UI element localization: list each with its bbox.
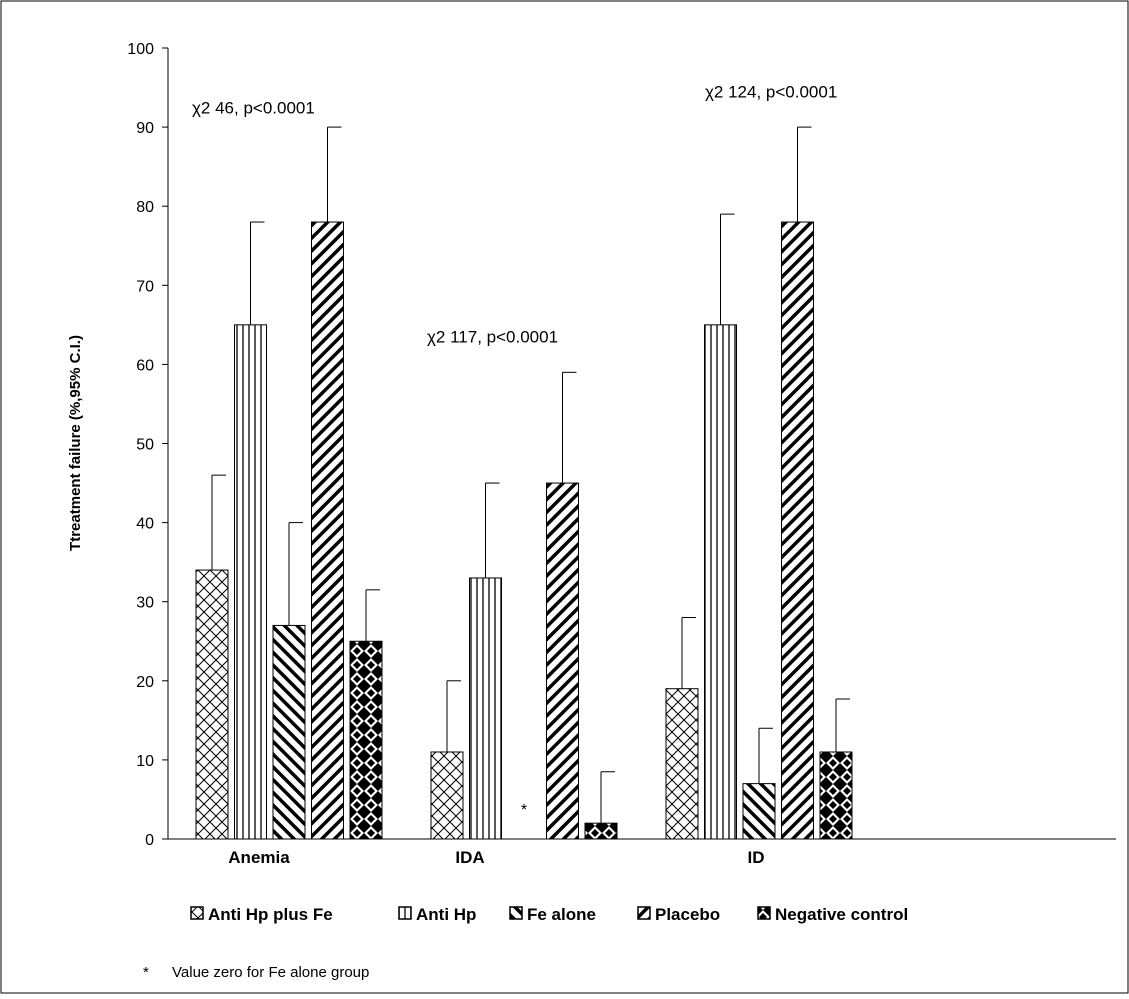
- error-bars: [211, 126, 850, 824]
- y-axis-label: Ttreatment failure (%,95% C.I.): [67, 335, 84, 551]
- legend: Anti Hp plus Fe Anti Hp Fe alone Placebo Neg…: [190, 905, 908, 924]
- y-tick-label: 80: [136, 199, 154, 216]
- legend-swatch: [757, 906, 771, 920]
- bar: [704, 324, 737, 840]
- legend-label: Anti Hp: [416, 905, 476, 924]
- y-tick-label: 90: [136, 120, 154, 137]
- y-tick-label: 100: [127, 41, 154, 58]
- legend-label: Anti Hp plus Fe: [208, 905, 333, 924]
- footnote: * Value zero for Fe alone group: [143, 964, 369, 981]
- y-tick-label: 10: [136, 753, 154, 770]
- y-tick-label: 70: [136, 278, 154, 295]
- bars: *: [195, 221, 853, 840]
- y-axis: 0 10 20 30 40 50 60 70 80 90 100: [127, 41, 169, 849]
- bar: [546, 482, 579, 840]
- footnote-marker: *: [143, 964, 149, 981]
- legend-swatch: [509, 906, 523, 920]
- annotations: χ2 46, p<0.0001 χ2 117, p<0.0001 χ2 124, p…: [192, 83, 837, 347]
- y-tick-label: 50: [136, 437, 154, 454]
- category-label: Anemia: [228, 848, 290, 867]
- chi-square-annotation: χ2 124, p<0.0001: [705, 83, 837, 102]
- legend-label: Fe alone: [527, 905, 596, 924]
- bar: [234, 324, 267, 840]
- category-label: IDA: [455, 848, 484, 867]
- bar: [311, 221, 344, 840]
- chi-square-annotation: χ2 46, p<0.0001: [192, 98, 315, 117]
- y-tick-label: 40: [136, 516, 154, 533]
- y-tick-label: 60: [136, 357, 154, 374]
- bar: [584, 822, 618, 840]
- legend-label: Negative control: [775, 905, 908, 924]
- category-label: ID: [748, 848, 765, 867]
- bar: [272, 624, 306, 840]
- legend-label: Placebo: [655, 905, 720, 924]
- y-tick-label: 20: [136, 674, 154, 691]
- x-axis: Anemia IDA ID: [168, 838, 1116, 867]
- legend-swatch: [190, 906, 204, 920]
- bar: [665, 688, 699, 840]
- bar: [469, 577, 502, 840]
- footnote-text: Value zero for Fe alone group: [172, 964, 369, 981]
- y-tick-label: 30: [136, 595, 154, 612]
- bar: [819, 751, 853, 840]
- legend-swatch: [637, 906, 651, 920]
- bar: [349, 640, 383, 840]
- zero-marker: *: [521, 802, 527, 819]
- bar: [195, 569, 229, 840]
- y-tick-label: 0: [145, 832, 154, 849]
- bar: [781, 221, 814, 840]
- legend-swatch: [398, 906, 412, 920]
- chi-square-annotation: χ2 117, p<0.0001: [427, 328, 558, 347]
- bar: [430, 751, 464, 840]
- bar: [742, 783, 776, 840]
